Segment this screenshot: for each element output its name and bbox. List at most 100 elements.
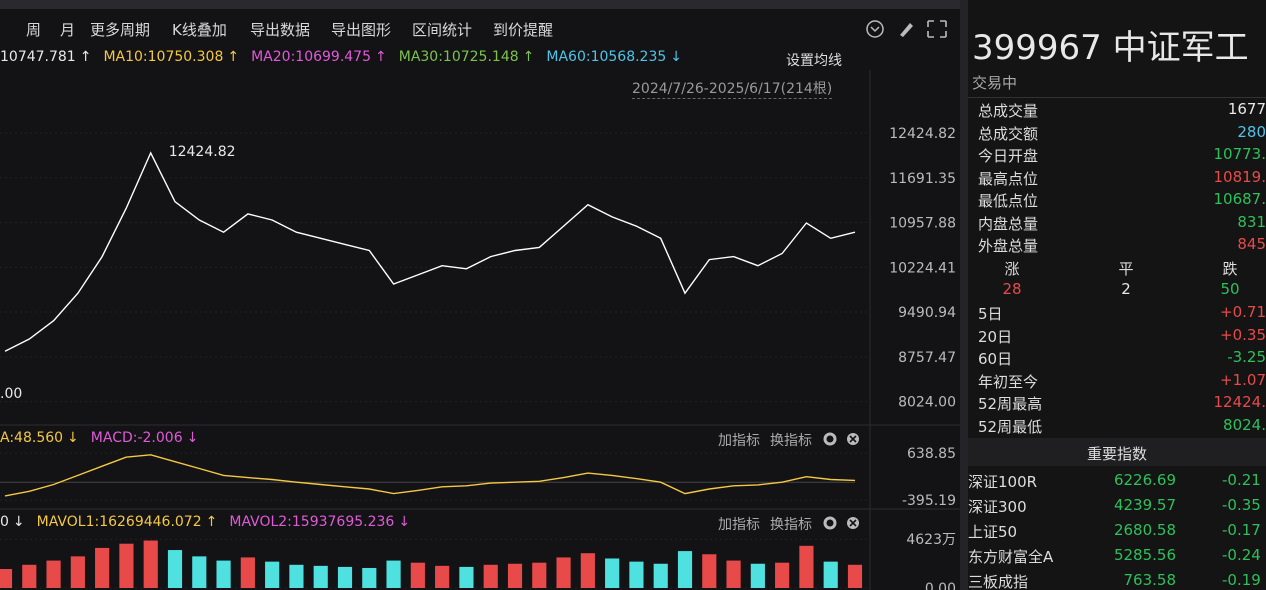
- index-change: -0.17: [1222, 521, 1261, 539]
- y-tick-label: -395.19: [902, 493, 956, 509]
- stat-label: 最低点位: [978, 192, 1039, 210]
- index-name: 三板成指: [968, 573, 1029, 590]
- volume-bar: [265, 561, 280, 588]
- indicator-button[interactable]: 加指标: [718, 517, 760, 533]
- gear-icon: [823, 432, 837, 446]
- volume-bar: [70, 556, 85, 588]
- close-x: [849, 435, 857, 443]
- stat-label: 60日: [978, 350, 1013, 368]
- indicator-button[interactable]: 换指标: [770, 517, 812, 533]
- toolbar-item[interactable]: 月: [60, 21, 76, 39]
- stat-label: 最高点位: [978, 169, 1039, 188]
- stat-label: 今日开盘: [978, 147, 1039, 165]
- legend-arrow: ↓: [186, 430, 199, 446]
- chart-area: 12424.82 11691.35 10957.88 10224.41 9490.94 8…: [0, 70, 960, 590]
- y-tick-label: 8757.47: [898, 350, 956, 366]
- stat-row: 年初至今 +1.07: [978, 371, 1266, 393]
- legend-text: MA30:10725.148: [398, 49, 519, 65]
- toolbar-item[interactable]: 区间统计: [412, 21, 473, 39]
- trade-status: 交易中: [972, 74, 1018, 92]
- toolbar-item[interactable]: 导出数据: [250, 21, 311, 39]
- stat-label: 52周最低: [978, 417, 1043, 436]
- stat-value: 10773.: [1213, 145, 1266, 163]
- breadth-label: 跌: [1222, 260, 1238, 278]
- index-name: 深证300: [968, 498, 1027, 516]
- stat-value: 280: [1237, 122, 1266, 141]
- index-change: -0.19: [1222, 571, 1261, 589]
- toolbar-item[interactable]: K线叠加: [172, 21, 227, 39]
- index-value: 2680.58: [1113, 521, 1176, 539]
- index-header: 重要指数: [1086, 445, 1147, 463]
- volume-bar: [775, 562, 790, 588]
- stat-row: 52周最高 12424.: [978, 393, 1266, 415]
- stat-label: 总成交额: [978, 124, 1039, 143]
- toolbar-item[interactable]: 导出图形: [331, 21, 392, 39]
- icon-collapse[interactable]: [866, 20, 884, 38]
- stat-row: 60日 -3.25: [978, 348, 1266, 370]
- volume-bar: [22, 564, 37, 588]
- dif-line: [4, 454, 856, 497]
- volume-bar: [750, 563, 765, 588]
- volume-bar: [507, 563, 523, 588]
- price-line: [4, 151, 856, 352]
- breadth-label: 涨: [1004, 260, 1020, 278]
- y-tick-label: 4623万: [906, 532, 956, 548]
- volume-bar: [483, 564, 498, 588]
- volume-bar: [629, 561, 644, 588]
- indicator-button[interactable]: 换指标: [770, 433, 812, 449]
- volume-bar: [362, 567, 377, 588]
- gear-icon: [823, 516, 837, 530]
- ma-legend: 10747.781 ↑ MA10:10750.308 ↑ MA20:10699.475 ↑…: [0, 49, 690, 65]
- volume-bar: [677, 551, 693, 588]
- macd-legend: A:48.560 ↓ MACD:-2.006 ↓: [0, 430, 206, 446]
- stat-value: 8024.: [1223, 415, 1266, 434]
- low-label: .00: [0, 386, 22, 402]
- legend-text: MACD:-2.006: [90, 430, 183, 446]
- volume-bar: [532, 562, 547, 588]
- stat-value: 1677: [1227, 100, 1266, 118]
- y-tick-label: 10957.88: [889, 216, 956, 232]
- legend-text: MA20:10699.475: [251, 49, 371, 65]
- icon-brush[interactable]: [900, 23, 913, 37]
- splitter[interactable]: [960, 0, 968, 590]
- quote-panel: 399967 中证军工 交易中 重要指数 总成交量 1677 总成交额 280 今日开盘…: [968, 0, 1266, 590]
- stat-value: 10687.: [1213, 190, 1266, 208]
- volume-bar: [216, 560, 231, 588]
- icon-expand[interactable]: [927, 20, 947, 38]
- volume-bar: [435, 565, 450, 588]
- toolbar-item[interactable]: 到价提醒: [493, 21, 554, 39]
- index-change: -0.21: [1222, 471, 1261, 489]
- stat-row: 最高点位 10819.: [978, 168, 1266, 190]
- breadth-value: 28: [1002, 280, 1022, 298]
- y-tick-label: 9490.94: [898, 305, 956, 321]
- legend-arrow: ↓: [670, 49, 683, 65]
- volume-bar: [556, 557, 571, 588]
- index-value: 4239.57: [1113, 496, 1176, 514]
- index-name: 上证50: [968, 523, 1018, 541]
- index-name: 东方财富全A: [968, 548, 1054, 566]
- toolbar-icons: [866, 20, 947, 38]
- stat-row: 今日开盘 10773.: [978, 145, 1266, 167]
- ma-settings[interactable]: 设置均线: [786, 53, 842, 69]
- volume-legend: 0 ↓ MAVOL1:16269446.072 ↑ MAVOL2:15937695.23…: [0, 514, 418, 530]
- volume-bar: [0, 569, 13, 588]
- stat-label: 总成交量: [978, 102, 1039, 120]
- toolbar-item[interactable]: 更多周期: [90, 21, 151, 39]
- stat-value: 831: [1237, 212, 1266, 231]
- y-tick-label: 10224.41: [889, 260, 956, 276]
- breadth-value: 2: [1121, 280, 1131, 298]
- stat-value: +1.07: [1220, 370, 1266, 389]
- stat-label: 20日: [978, 327, 1013, 346]
- legend-text: MA10:10750.308: [103, 49, 224, 65]
- volume-bar: [410, 562, 425, 588]
- legend-text: MAVOL1:16269446.072: [36, 514, 202, 530]
- stat-row: 52周最低 8024.: [978, 416, 1266, 438]
- legend-arrow: ↑: [205, 514, 218, 530]
- legend-arrow: ↑: [522, 49, 535, 65]
- volume-bar: [289, 564, 304, 588]
- volume-bar: [46, 560, 61, 588]
- legend-arrow: ↓: [12, 514, 25, 530]
- index-header-bg: [968, 438, 1266, 466]
- indicator-button[interactable]: 加指标: [718, 433, 760, 449]
- toolbar-item[interactable]: 周: [26, 21, 42, 39]
